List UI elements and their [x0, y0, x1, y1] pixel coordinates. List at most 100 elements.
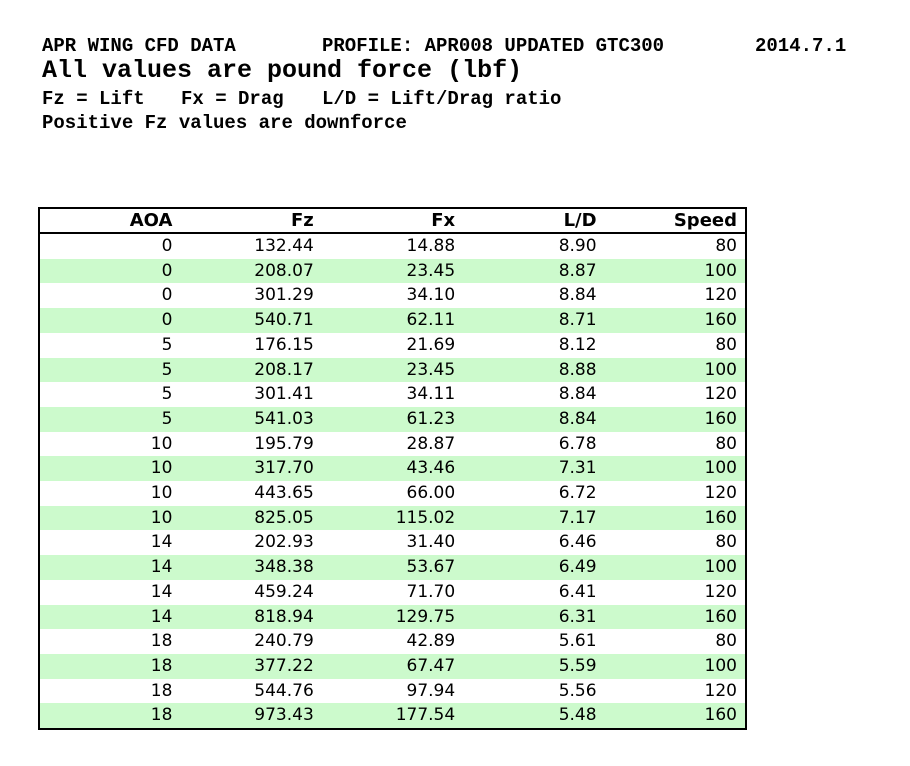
table-cell: 120 [704, 384, 737, 405]
table-cell: 10 [150, 483, 173, 504]
table-cell: 18 [150, 655, 173, 676]
table-cell: 176.15 [254, 334, 314, 355]
table-cell: 132.44 [254, 236, 314, 256]
table-cell: 14 [150, 532, 173, 553]
table-cell: 62.11 [406, 310, 456, 331]
table-cell: 18 [150, 680, 173, 701]
table-cell: 129.75 [395, 606, 456, 627]
table-cell: 0 [161, 260, 173, 281]
table-cell: 18 [150, 705, 173, 726]
report-subtitle: All values are pound force (lbf) [42, 56, 523, 85]
table-cell: 10 [150, 507, 173, 528]
table-row: 10 443.65 66.00 6.72 120 [39, 481, 746, 506]
table-cell: 8.71 [558, 310, 597, 331]
table-cell: 31.40 [406, 532, 456, 553]
table-cell: 23.45 [406, 260, 456, 281]
table-cell: 14 [150, 606, 173, 627]
table-cell: 14 [150, 557, 173, 578]
table-cell: 443.65 [254, 483, 314, 504]
table-cell: 100 [704, 260, 737, 281]
table-cell: 120 [704, 483, 737, 504]
table-cell: 53.67 [406, 557, 456, 578]
table-cell: 120 [704, 680, 737, 701]
table-cell: 80 [715, 532, 737, 553]
table-cell: 8.84 [558, 285, 597, 306]
table-cell: 5 [161, 408, 173, 429]
cfd-data-table: AOA Fz Fx L/D Speed 0 132.44 14.88 8.90 80 0 208.0… [38, 207, 747, 731]
table-cell: 14.88 [406, 236, 456, 256]
table-cell: 34.11 [406, 384, 456, 405]
table-row: 0 208.07 23.45 8.87 100 [39, 258, 746, 284]
table-cell: 80 [715, 631, 737, 652]
table-cell: 160 [704, 408, 737, 429]
table-row: 5 541.03 61.23 8.84 160 [39, 406, 746, 432]
table-cell: 301.29 [254, 285, 314, 306]
table-cell: 61.23 [406, 408, 456, 429]
report-profile: PROFILE: APR008 UPDATED GTC300 [322, 35, 665, 57]
column-header-fx: Fx [321, 208, 464, 234]
legend-fz: Fz = Lift [42, 88, 145, 110]
table-row: 5 176.15 21.69 8.12 80 [39, 332, 746, 358]
table-row: 14 202.93 31.40 6.46 80 [39, 530, 746, 556]
table-cell: 100 [704, 359, 737, 380]
table-cell: 5.59 [558, 655, 597, 676]
table-row: 10 317.70 43.46 7.31 100 [39, 456, 746, 482]
table-cell: 21.69 [406, 334, 456, 355]
table-cell: 459.24 [254, 581, 314, 602]
table-cell: 100 [704, 655, 737, 676]
table-body: 0 132.44 14.88 8.90 80 0 208.07 23.45 8.87 100 0 30… [39, 233, 746, 730]
table-cell: 818.94 [254, 606, 314, 627]
table-row: 10 195.79 28.87 6.78 80 [39, 431, 746, 457]
table-cell: 8.84 [558, 384, 597, 405]
table-cell: 10 [150, 433, 173, 454]
table-cell: 160 [704, 310, 737, 331]
table-cell: 71.70 [406, 581, 456, 602]
table-cell: 7.17 [558, 507, 597, 528]
column-header-aoa: AOA [39, 208, 181, 234]
table-cell: 317.70 [254, 458, 314, 479]
table-cell: 195.79 [254, 433, 314, 454]
table-cell: 0 [161, 310, 173, 331]
column-header-l-d: L/D [463, 208, 605, 234]
table-cell: 7.31 [558, 458, 597, 479]
table-row: 14 348.38 53.67 6.49 100 [39, 555, 746, 580]
table-cell: 6.78 [558, 433, 597, 454]
table-cell: 6.31 [558, 606, 597, 627]
report-date: 2014.7.1 [755, 35, 847, 57]
table-row: 5 208.17 23.45 8.88 100 [39, 357, 746, 383]
report-note: Positive Fz values are downforce [42, 112, 407, 134]
table-cell: 377.22 [254, 655, 314, 676]
table-cell: 8.84 [558, 408, 597, 429]
table-cell: 177.54 [395, 705, 456, 726]
table-cell: 5.61 [558, 631, 597, 652]
table-cell: 28.87 [406, 433, 456, 454]
table-row: 18 240.79 42.89 5.61 80 [39, 629, 746, 654]
table-cell: 348.38 [254, 557, 314, 578]
table-cell: 66.00 [406, 483, 456, 504]
table-cell: 208.07 [254, 260, 314, 281]
table-cell: 80 [715, 236, 737, 256]
column-header-speed: Speed [604, 208, 746, 234]
table-cell: 8.88 [558, 359, 597, 380]
table-cell: 43.46 [406, 458, 456, 479]
table-cell: 160 [704, 705, 737, 726]
table-cell: 34.10 [406, 285, 456, 306]
table-cell: 18 [150, 631, 173, 652]
table-cell: 100 [704, 458, 737, 479]
table-cell: 80 [715, 334, 737, 355]
table-cell: 540.71 [254, 310, 314, 331]
table-row: 10 825.05 115.02 7.17 160 [39, 505, 746, 531]
table-cell: 6.46 [558, 532, 597, 553]
table-cell: 208.17 [254, 359, 314, 380]
table-cell: 5.48 [558, 705, 597, 726]
table-cell: 120 [704, 581, 737, 602]
report-title-line: APR WING CFD DATA PROFILE: APR008 UPDATE… [0, 35, 910, 57]
table-row: 18 377.22 67.47 5.59 100 [39, 653, 746, 679]
table-row: 5 301.41 34.11 8.84 120 [39, 382, 746, 407]
table-row: 18 544.76 97.94 5.56 120 [39, 678, 746, 704]
table-row: 0 132.44 14.88 8.90 80 [39, 233, 746, 259]
table-cell: 10 [150, 458, 173, 479]
table-row: 0 301.29 34.10 8.84 120 [39, 283, 746, 309]
table-row: 14 459.24 71.70 6.41 120 [39, 579, 746, 605]
